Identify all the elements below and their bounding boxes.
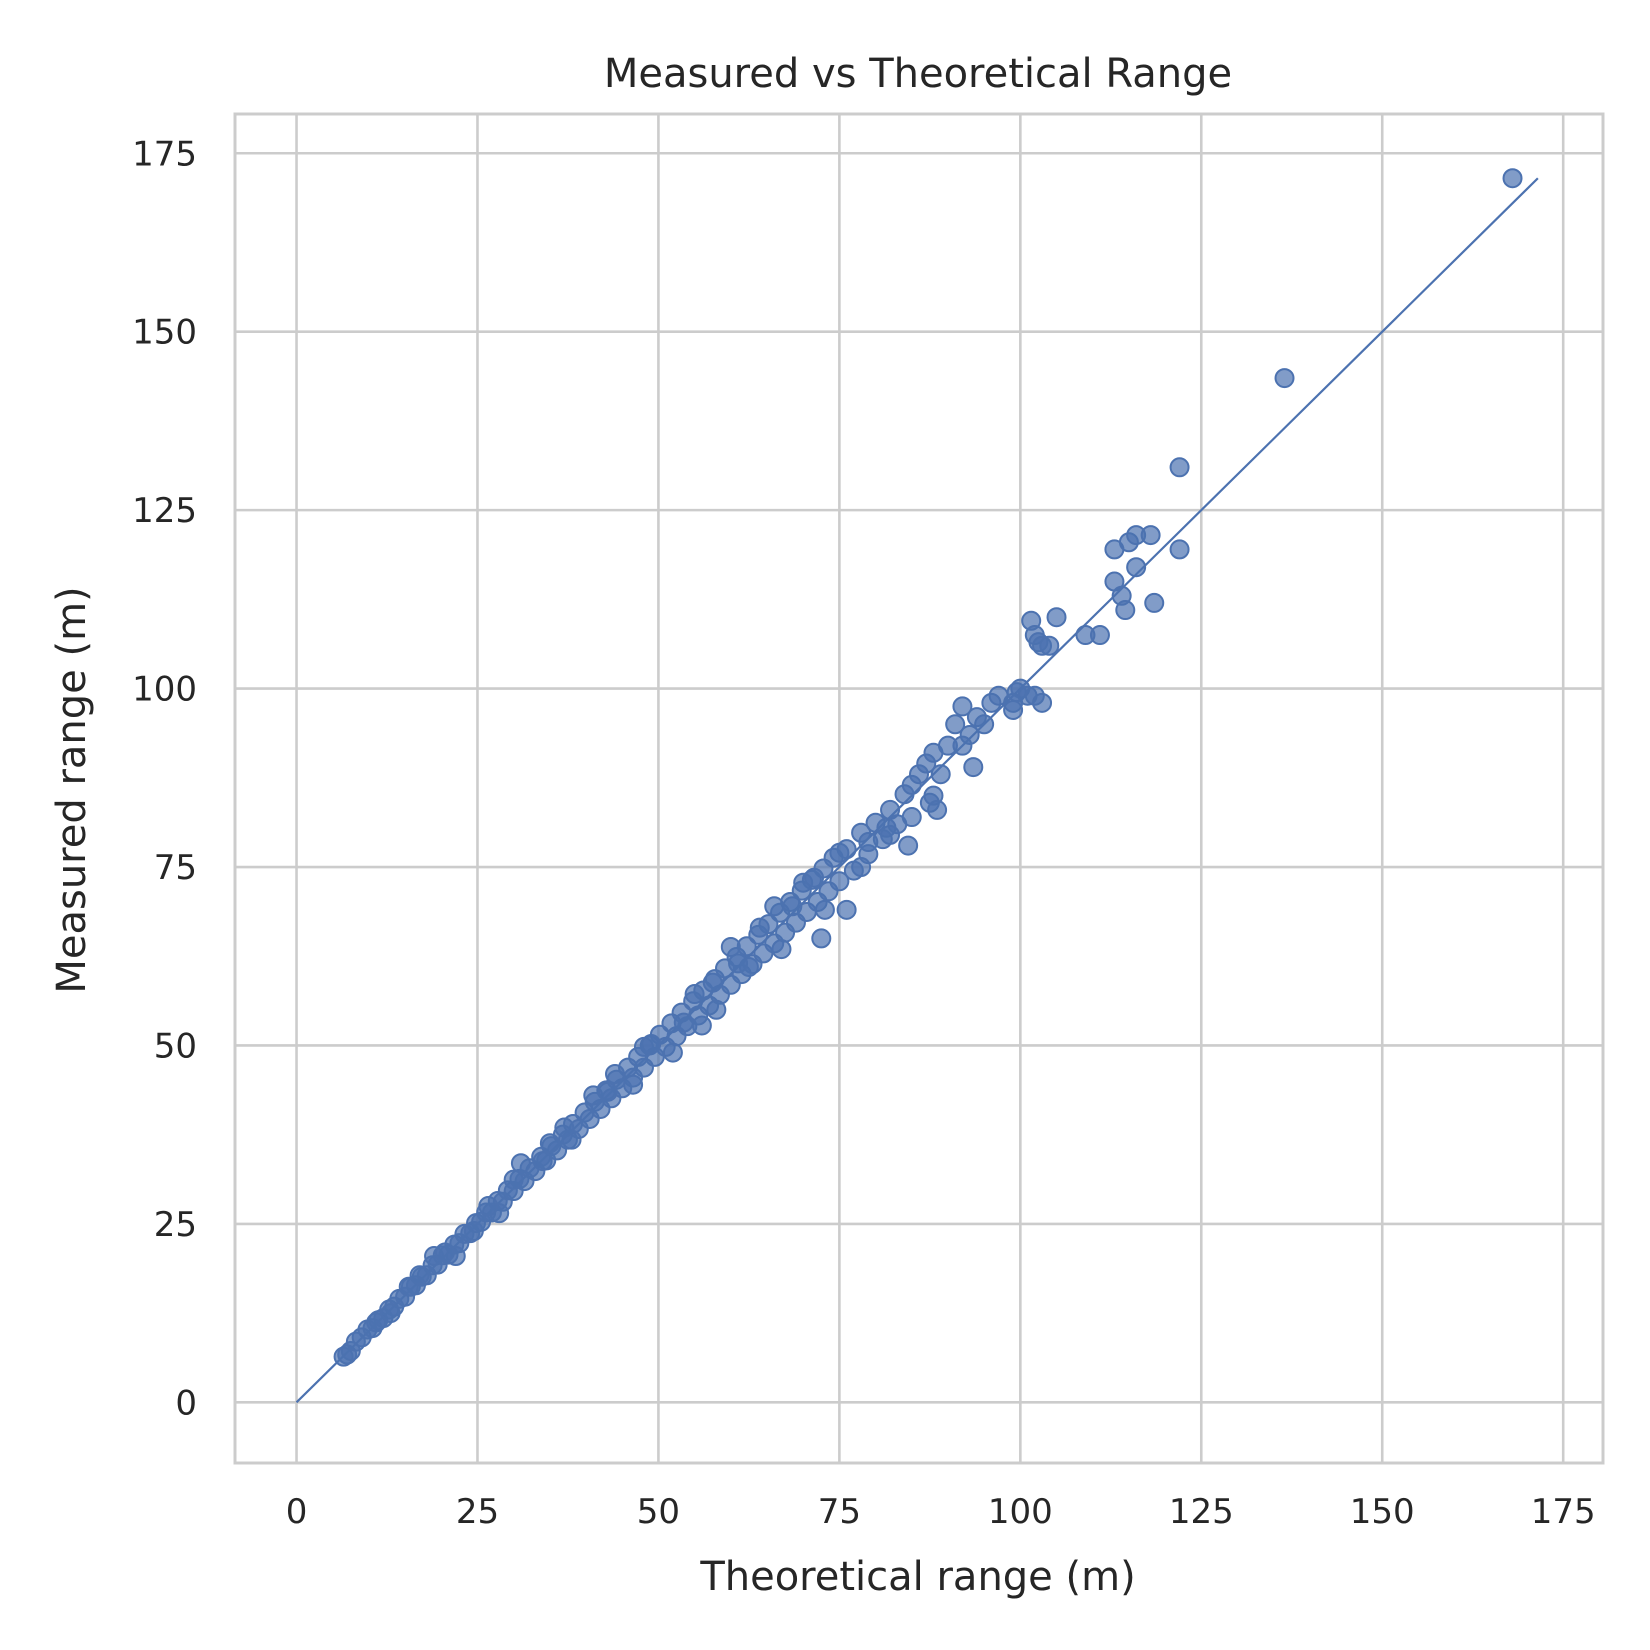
data-point <box>952 696 973 717</box>
data-point <box>366 1312 387 1333</box>
x-tick-label: 75 <box>818 1492 861 1532</box>
data-point <box>1039 635 1060 656</box>
x-tick-labels: 0 25 50 75 100 125 150 175 <box>286 1492 1596 1532</box>
data-point <box>771 939 792 960</box>
data-point <box>963 757 984 778</box>
chart-title: Measured vs Theoretical Range <box>604 51 1232 97</box>
data-point <box>1089 625 1110 646</box>
data-point <box>945 714 966 735</box>
y-tick-label: 25 <box>154 1205 197 1245</box>
data-point <box>1003 699 1024 720</box>
y-tick-label: 0 <box>175 1383 197 1423</box>
data-point <box>930 764 951 785</box>
grid <box>235 114 1603 1463</box>
data-point <box>1169 457 1190 478</box>
data-point <box>764 896 785 917</box>
plot-border <box>233 112 1605 1465</box>
data-point <box>851 857 872 878</box>
data-point <box>749 917 770 938</box>
data-point <box>1502 168 1523 189</box>
x-tick-label: 175 <box>1531 1492 1596 1532</box>
data-point <box>829 871 850 892</box>
data-point <box>1046 607 1067 628</box>
data-point <box>478 1196 499 1217</box>
data-point <box>691 1015 712 1036</box>
plot-frame <box>233 112 1605 1465</box>
data-point <box>706 999 727 1020</box>
data-point <box>814 899 835 920</box>
x-tick-label: 0 <box>286 1492 308 1532</box>
x-tick-label: 50 <box>637 1492 680 1532</box>
data-point <box>1140 525 1161 546</box>
data-point <box>510 1153 531 1174</box>
y-tick-label: 50 <box>154 1026 197 1066</box>
x-axis-label: Theoretical range (m) <box>699 1554 1135 1600</box>
data-point <box>597 1081 618 1102</box>
data-point <box>503 1169 524 1190</box>
data-point <box>728 953 749 974</box>
x-tick-label: 100 <box>988 1492 1053 1532</box>
data-points <box>333 168 1523 1367</box>
data-point <box>409 1265 430 1286</box>
data-point <box>952 735 973 756</box>
data-point <box>641 1034 662 1055</box>
data-point <box>539 1133 560 1154</box>
data-point <box>1115 600 1136 621</box>
data-point <box>662 1042 683 1063</box>
x-tick-label: 150 <box>1350 1492 1415 1532</box>
x-tick-label: 25 <box>456 1492 499 1532</box>
data-point <box>673 1012 694 1033</box>
y-tick-label: 150 <box>132 313 197 353</box>
data-point <box>463 1221 484 1242</box>
data-point <box>901 807 922 828</box>
data-point <box>1126 557 1147 578</box>
data-point <box>829 842 850 863</box>
data-point <box>811 928 832 949</box>
data-point <box>1169 539 1190 560</box>
y-tick-label: 125 <box>132 491 197 531</box>
data-point <box>898 835 919 856</box>
data-point <box>880 824 901 845</box>
data-point <box>554 1117 575 1138</box>
data-point <box>434 1242 455 1263</box>
data-point <box>532 1151 553 1172</box>
data-point <box>1274 368 1295 389</box>
data-point <box>782 896 803 917</box>
data-point <box>702 972 723 993</box>
data-point <box>836 899 857 920</box>
y-tick-label: 175 <box>132 134 197 174</box>
data-point <box>1032 692 1053 713</box>
data-point <box>605 1064 625 1085</box>
data-point <box>380 1303 401 1324</box>
data-point <box>720 936 741 957</box>
data-point <box>623 1074 644 1095</box>
data-point <box>1144 592 1165 613</box>
data-point <box>974 714 995 735</box>
data-point <box>684 984 705 1005</box>
data-point <box>927 799 948 820</box>
data-point <box>804 867 825 888</box>
y-tick-label: 75 <box>154 848 197 888</box>
y-tick-label: 100 <box>132 670 197 710</box>
y-axis-label: Measured range (m) <box>49 586 95 993</box>
y-tick-labels: 0 25 50 75 100 125 150 175 <box>132 134 197 1423</box>
x-tick-label: 125 <box>1169 1492 1234 1532</box>
data-point <box>858 832 879 853</box>
